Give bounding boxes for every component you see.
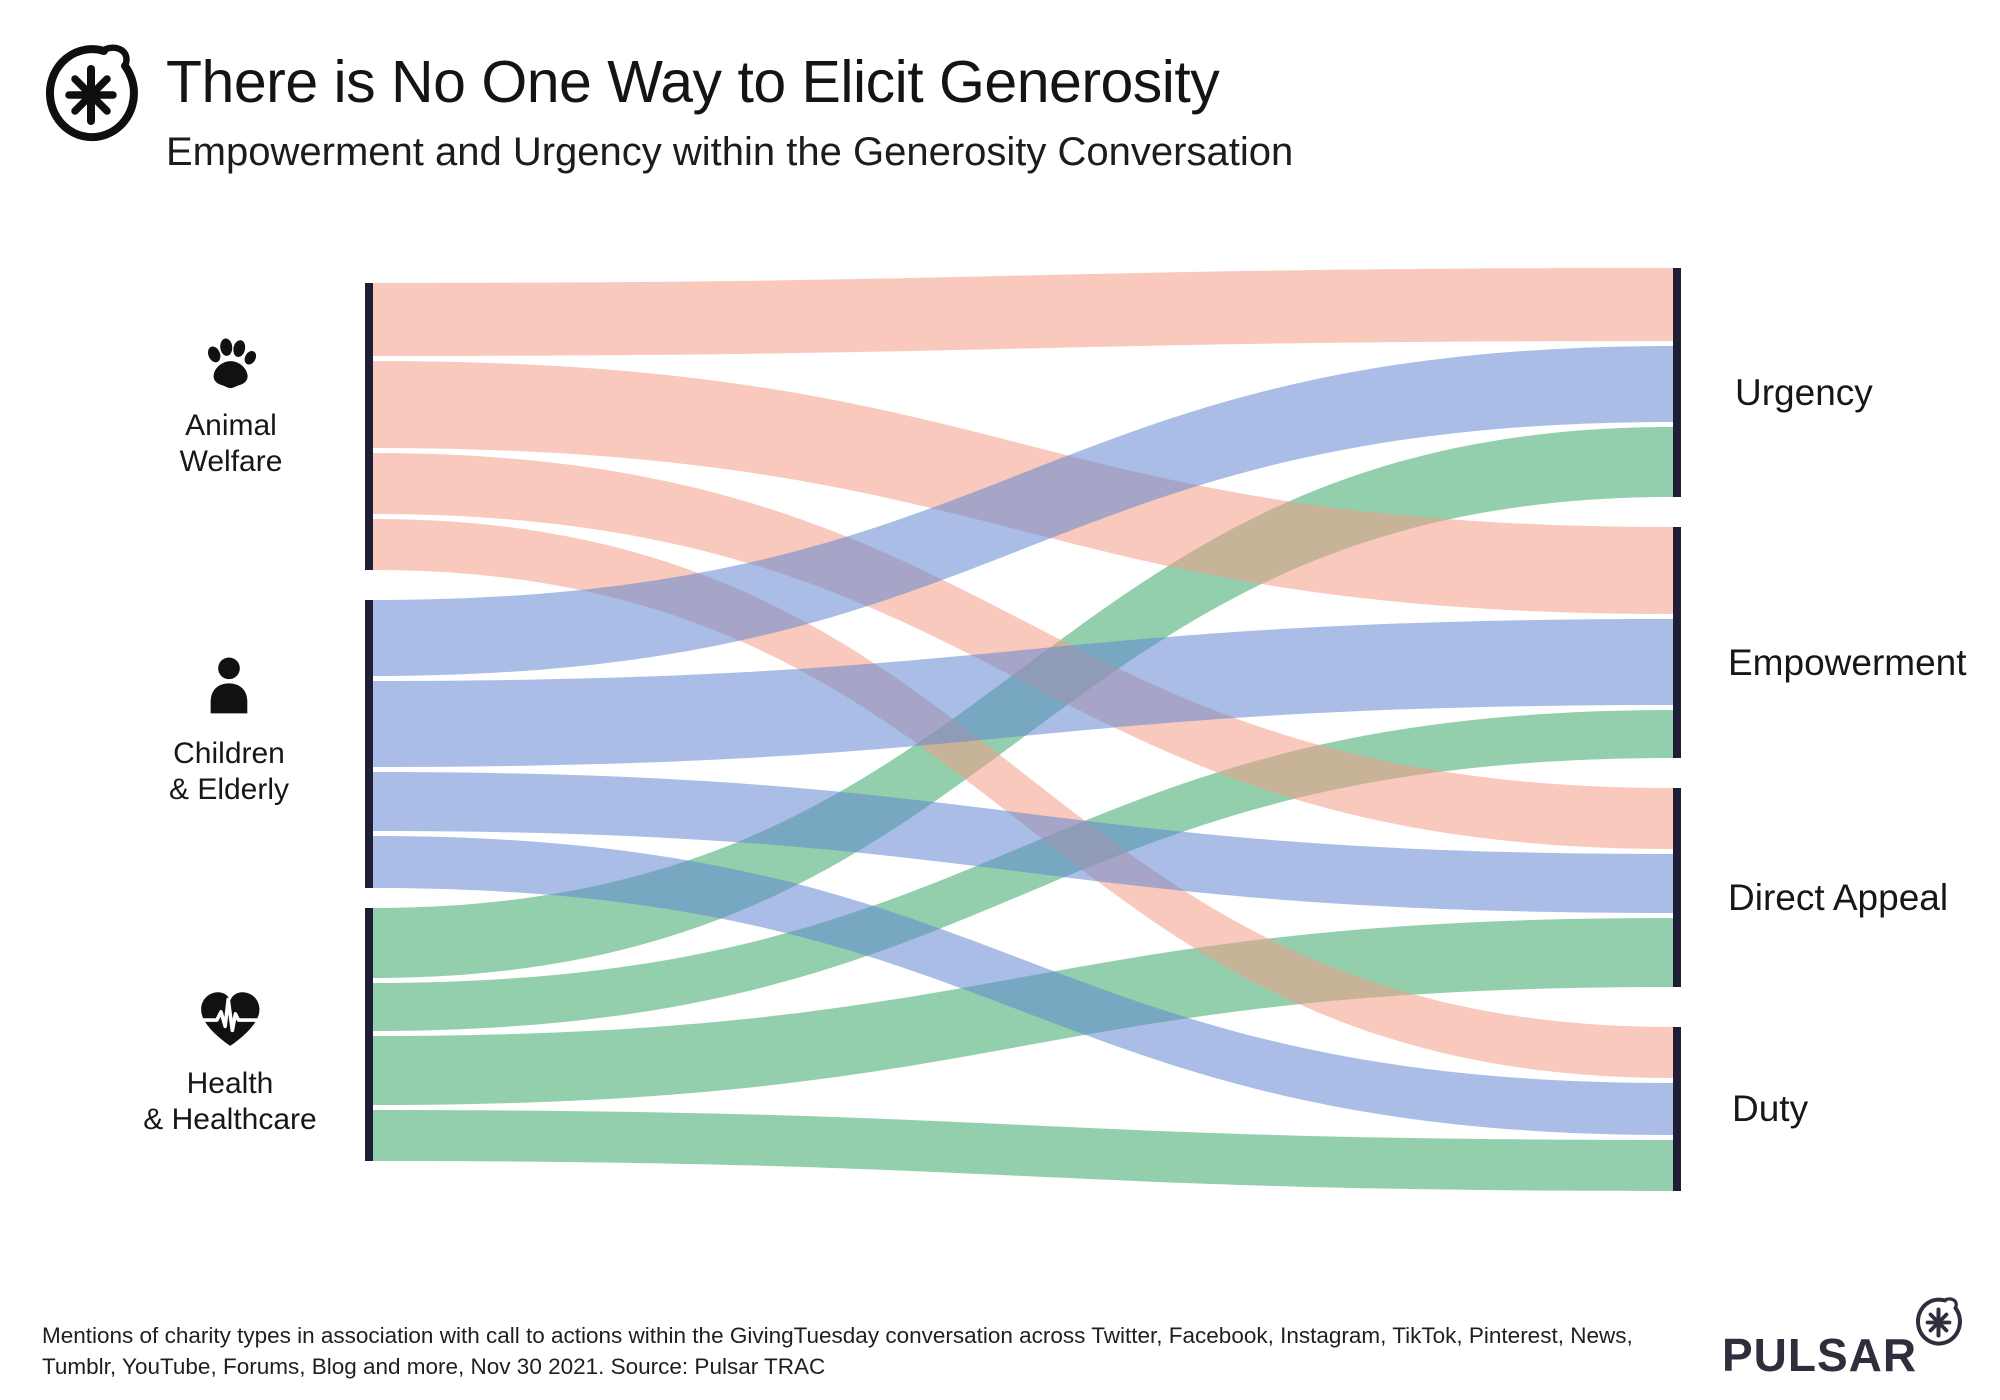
- pulsar-wordmark: PULSAR: [1722, 1329, 1918, 1381]
- target-label-direct-appeal: Direct Appeal: [1728, 877, 1949, 918]
- paw-icon: [208, 338, 257, 389]
- source-label-line2: & Elderly: [168, 773, 290, 806]
- source-label-children-elderly: Children & Elderly: [169, 650, 289, 808]
- source-label-line2: & Healthcare: [143, 1103, 317, 1136]
- flow-children-to-urgency: [373, 346, 1673, 676]
- node-bar-health: [365, 908, 373, 1161]
- flow-children-to-empowerment: [373, 619, 1673, 767]
- target-label-urgency: Urgency: [1735, 372, 1873, 413]
- page-title: There is No One Way to Elicit Generosity: [166, 49, 1220, 115]
- flow-animal-to-duty: [373, 519, 1673, 1078]
- source-note-line2: Tumblr, YouTube, Forums, Blog and more, …: [42, 1354, 826, 1379]
- source-label-line1: Children: [173, 737, 285, 770]
- flow-health-to-duty: [373, 1110, 1673, 1191]
- source-label-animal-welfare: Animal Welfare: [179, 338, 283, 480]
- source-label-line1: Health: [186, 1067, 274, 1100]
- node-bar-direct_appeal: [1673, 788, 1681, 987]
- target-label-empowerment: Empowerment: [1728, 642, 1967, 683]
- flow-children-to-duty: [373, 836, 1673, 1135]
- asterisk-logo-icon: [40, 44, 144, 144]
- source-label-health-healthcare: Health & Healthcare: [143, 986, 317, 1138]
- flow-animal-to-urgency: [373, 268, 1673, 356]
- node-bar-children: [365, 600, 373, 888]
- heart-pulse-icon: [196, 992, 264, 1046]
- target-label-duty: Duty: [1732, 1088, 1809, 1129]
- pulsar-asterisk-icon: [1914, 1296, 1964, 1348]
- source-label-line2: Welfare: [179, 445, 283, 478]
- node-bar-urgency: [1673, 268, 1681, 497]
- node-bar-empowerment: [1673, 527, 1681, 758]
- node-bar-animal: [365, 283, 373, 570]
- pulsar-brand: PULSAR: [1722, 1296, 1982, 1381]
- flow-group-children: [373, 346, 1673, 1135]
- flow-children-to-direct_appeal: [373, 772, 1673, 913]
- person-icon: [210, 657, 248, 714]
- source-note: Mentions of charity types in association…: [42, 1320, 1633, 1382]
- source-label-line1: Animal: [185, 409, 277, 442]
- source-note-line1: Mentions of charity types in association…: [42, 1323, 1633, 1348]
- page-subtitle: Empowerment and Urgency within the Gener…: [166, 130, 1294, 174]
- node-bar-duty: [1673, 1027, 1681, 1191]
